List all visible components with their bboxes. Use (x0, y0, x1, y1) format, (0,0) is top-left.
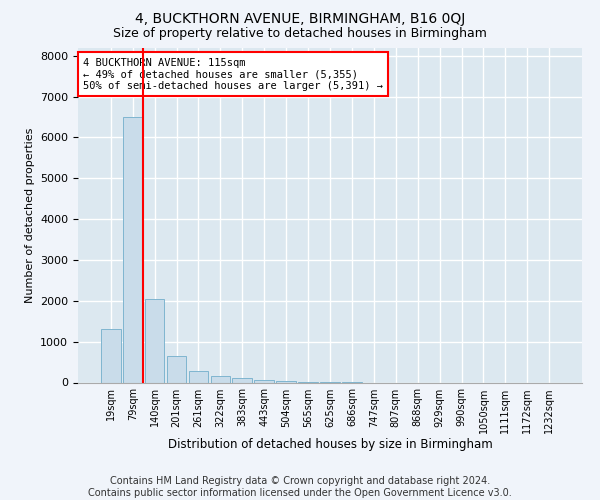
Bar (145, 298, 164, 382)
Text: 4, BUCKTHORN AVENUE, BIRMINGHAM, B16 0QJ: 4, BUCKTHORN AVENUE, BIRMINGHAM, B16 0QJ (135, 12, 465, 26)
Text: Size of property relative to detached houses in Birmingham: Size of property relative to detached ho… (113, 28, 487, 40)
Bar (123, 117, 143, 382)
Text: Contains HM Land Registry data © Crown copyright and database right 2024.
Contai: Contains HM Land Registry data © Crown c… (88, 476, 512, 498)
Bar (101, 330, 121, 382)
Bar (232, 378, 252, 382)
Bar (167, 356, 187, 382)
Bar (211, 376, 230, 382)
Text: 4 BUCKTHORN AVENUE: 115sqm
← 49% of detached houses are smaller (5,355)
50% of s: 4 BUCKTHORN AVENUE: 115sqm ← 49% of deta… (83, 58, 383, 91)
Y-axis label: Number of detached properties: Number of detached properties (25, 128, 35, 302)
Bar (254, 380, 274, 382)
X-axis label: Distribution of detached houses by size in Birmingham: Distribution of detached houses by size … (167, 438, 493, 452)
Bar (276, 381, 296, 382)
Bar (188, 370, 208, 382)
